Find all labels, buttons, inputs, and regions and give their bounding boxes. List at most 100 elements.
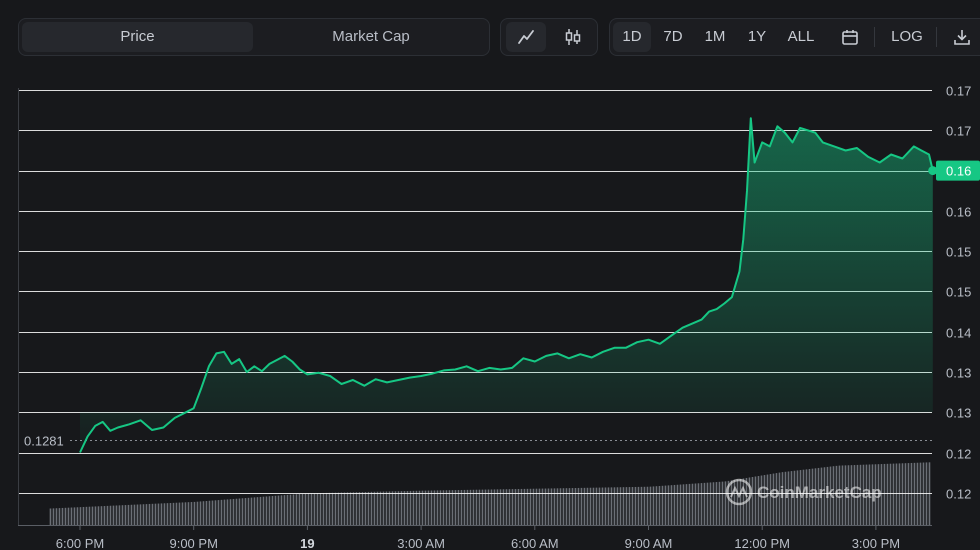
candlestick-button[interactable] [553, 22, 593, 52]
range-1m-button[interactable]: 1M [704, 28, 726, 45]
volume-bar [679, 484, 682, 525]
volume-bar [136, 504, 139, 525]
volume-bar [568, 488, 571, 525]
volume-bar [217, 500, 220, 525]
volume-bar [253, 497, 256, 525]
volume-bar [304, 493, 307, 525]
range-all-button[interactable]: ALL [787, 28, 815, 45]
x-axis-labels: 6:00 PM 9:00 PM 19 3:00 AM 6:00 AM 9:00 AM 12:… [56, 525, 900, 550]
volume-bar [79, 507, 82, 525]
volume-bar [52, 508, 55, 525]
reference-line-label: 0.1281 [24, 434, 64, 449]
volume-bar [868, 464, 871, 525]
volume-bar [160, 503, 163, 525]
volume-bar [637, 486, 640, 525]
volume-bar [625, 487, 628, 525]
volume-bar [67, 507, 70, 525]
volume-bar [724, 481, 727, 525]
toolbar-divider [936, 27, 937, 47]
volume-bar [670, 485, 673, 525]
volume-bar [163, 503, 166, 525]
volume-bar [859, 464, 862, 525]
volume-bar [502, 489, 505, 525]
volume-bar [472, 489, 475, 525]
volume-bar [301, 493, 304, 525]
volume-bar [787, 471, 790, 525]
volume-bar [700, 483, 703, 525]
volume-bar [628, 487, 631, 525]
range-1d-button[interactable]: 1D [613, 22, 651, 52]
volume-bar [406, 491, 409, 525]
volume-bar [520, 488, 523, 525]
volume-bar [796, 470, 799, 525]
volume-bar [826, 466, 829, 525]
volume-bar [592, 487, 595, 525]
volume-bar [631, 487, 634, 525]
volume-bar [220, 499, 223, 525]
volume-bar [415, 490, 418, 525]
volume-bar [364, 491, 367, 525]
volume-bar [394, 491, 397, 525]
chart-type-toggle [500, 18, 598, 56]
volume-bar [181, 502, 184, 525]
line-chart-button[interactable] [506, 22, 546, 52]
volume-bar [718, 481, 721, 525]
volume-bar [877, 464, 880, 525]
volume-bar [268, 496, 271, 525]
volume-bar [274, 495, 277, 525]
volume-bar [139, 504, 142, 525]
volume-bar [166, 503, 169, 525]
volume-bar [193, 501, 196, 525]
volume-bar [709, 482, 712, 525]
current-price-group: 0.16 [928, 160, 980, 181]
watermark: CoinMarketCap [725, 478, 882, 506]
volume-bar [397, 491, 400, 525]
log-scale-button[interactable]: LOG [891, 28, 923, 45]
volume-bar [655, 486, 658, 525]
volume-bar [292, 494, 295, 525]
volume-bar [799, 470, 802, 525]
volume-bar [448, 490, 451, 525]
volume-bar [418, 490, 421, 525]
volume-bar [685, 484, 688, 525]
volume-bar [436, 490, 439, 525]
volume-bar [682, 484, 685, 525]
volume-bar [343, 492, 346, 525]
current-price-label: 0.16 [946, 164, 971, 179]
y-axis-labels: 0.17 0.17 0.16 0.16 0.15 0.15 0.14 0.13 0.13 0.12… [946, 84, 971, 502]
volume-bar [214, 500, 217, 525]
volume-bar [481, 489, 484, 525]
volume-bar [703, 482, 706, 525]
volume-bar [454, 490, 457, 525]
tab-price[interactable]: Price [22, 22, 253, 52]
volume-bar [532, 488, 535, 525]
toolbar-divider [874, 27, 875, 47]
y-tick-label: 0.13 [946, 406, 971, 421]
volume-bar [610, 487, 613, 525]
download-button[interactable] [944, 22, 980, 52]
volume-bar [97, 506, 100, 525]
volume-bar [523, 488, 526, 525]
volume-bar [508, 489, 511, 525]
range-7d-button[interactable]: 7D [663, 28, 683, 45]
volume-bar [328, 492, 331, 525]
volume-bar [205, 500, 208, 525]
volume-bar [172, 502, 175, 525]
price-line[interactable] [79, 117, 934, 453]
volume-bar [352, 492, 355, 525]
volume-bar [124, 505, 127, 525]
calendar-button[interactable] [832, 22, 868, 52]
volume-bar [622, 487, 625, 525]
volume-bar [820, 467, 823, 525]
volume-bar [475, 489, 478, 525]
volume-bar [280, 495, 283, 525]
volume-bar [487, 489, 490, 525]
volume-bar [883, 463, 886, 525]
tab-market-cap[interactable]: Market Cap [332, 28, 410, 45]
range-1y-button[interactable]: 1Y [747, 28, 767, 45]
volume-bar [805, 469, 808, 525]
volume-bar [874, 464, 877, 525]
candlestick-icon [565, 29, 581, 45]
volume-bar [385, 491, 388, 525]
